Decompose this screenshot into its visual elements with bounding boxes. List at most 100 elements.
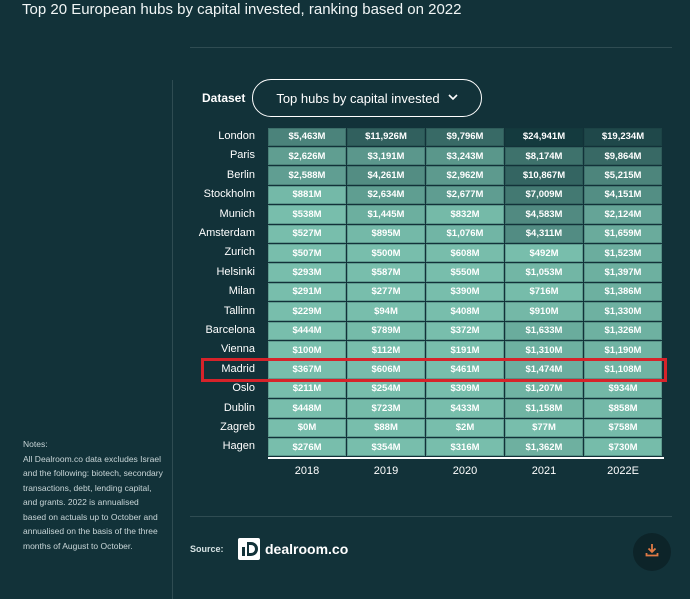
heatmap-cell: $730M bbox=[584, 437, 662, 457]
row-label-berlin: Berlin bbox=[226, 168, 255, 181]
heatmap-cell: $789M bbox=[347, 321, 425, 341]
row-label-paris: Paris bbox=[229, 149, 255, 162]
heatmap-cell: $2,634M bbox=[347, 185, 425, 205]
heatmap-cell: $0M bbox=[268, 418, 346, 438]
row-label-milan: Milan bbox=[228, 285, 255, 298]
row-label-dublin: Dublin bbox=[223, 401, 255, 414]
heatmap-cell: $1,330M bbox=[584, 302, 662, 321]
heatmap-cell: $4,151M bbox=[584, 185, 662, 205]
row-label-london: London bbox=[218, 130, 255, 142]
row-label-stockholm: Stockholm bbox=[203, 188, 255, 201]
heatmap-cell: $723M bbox=[347, 399, 425, 418]
heatmap-cell: $550M bbox=[426, 263, 504, 282]
dealroom-brand[interactable]: dealroom.co bbox=[265, 541, 349, 557]
heatmap-cell: $500M bbox=[347, 243, 425, 263]
left-divider bbox=[172, 80, 173, 599]
heatmap-cell: $444M bbox=[268, 321, 346, 341]
heatmap-cell: $77M bbox=[505, 418, 583, 438]
heatmap-cell: $608M bbox=[426, 243, 504, 263]
heatmap-cell: $112M bbox=[347, 340, 425, 360]
heatmap-cell: $19,234M bbox=[584, 127, 662, 147]
dataset-selected: Top hubs by capital invested bbox=[276, 90, 440, 106]
heatmap-cell: $94M bbox=[347, 302, 425, 321]
heatmap-cell: $858M bbox=[584, 399, 662, 418]
heatmap-cell: $9,796M bbox=[426, 127, 504, 147]
heatmap-cell: $1,362M bbox=[505, 437, 583, 457]
x-tick-label: 2019 bbox=[373, 465, 399, 477]
heatmap-cell: $2,124M bbox=[584, 205, 662, 224]
heatmap-cell: $211M bbox=[268, 379, 346, 399]
bottom-divider bbox=[190, 516, 672, 517]
heatmap-cell: $372M bbox=[426, 321, 504, 341]
x-tick-label: 2021 bbox=[531, 465, 557, 477]
row-label-tallinn: Tallinn bbox=[223, 304, 255, 317]
row-label-zagreb: Zagreb bbox=[220, 421, 255, 433]
heatmap-cell: $3,191M bbox=[347, 146, 425, 166]
heatmap-cell: $1,076M bbox=[426, 224, 504, 244]
heatmap-cell: $5,463M bbox=[268, 127, 346, 147]
heatmap-cell: $895M bbox=[347, 224, 425, 244]
row-label-madrid: Madrid bbox=[221, 362, 255, 375]
heatmap-cell: $408M bbox=[426, 302, 504, 321]
row-label-helsinki: Helsinki bbox=[216, 265, 255, 278]
heatmap-cell: $1,310M bbox=[505, 340, 583, 360]
heatmap-cell: $881M bbox=[268, 185, 346, 205]
x-tick-label: 2020 bbox=[452, 465, 478, 477]
heatmap-cell: $1,659M bbox=[584, 224, 662, 244]
heatmap-cell: $492M bbox=[505, 243, 583, 263]
chevron-down-icon bbox=[448, 93, 458, 104]
x-tick-label: 2022E bbox=[607, 465, 639, 477]
chart-title: Top 20 European hubs by capital invested… bbox=[22, 1, 462, 18]
heatmap-cell: $3,243M bbox=[426, 146, 504, 166]
dealroom-logo-icon bbox=[238, 538, 260, 560]
row-label-vienna: Vienna bbox=[220, 343, 255, 356]
heatmap-cell: $1,190M bbox=[584, 340, 662, 360]
heatmap-cell: $8,174M bbox=[505, 146, 583, 166]
heatmap-cell: $1,397M bbox=[584, 263, 662, 282]
row-label-barcelona: Barcelona bbox=[205, 324, 255, 336]
notes-body: All Dealroom.co data excludes Israel and… bbox=[23, 453, 163, 551]
heatmap-cell: $910M bbox=[505, 302, 583, 321]
heatmap-cell: $448M bbox=[268, 399, 346, 418]
download-button[interactable] bbox=[633, 533, 671, 571]
row-label-oslo: Oslo bbox=[232, 382, 255, 395]
heatmap-cell: $7,009M bbox=[505, 185, 583, 205]
heatmap-cell: $191M bbox=[426, 340, 504, 360]
heatmap-cell: $309M bbox=[426, 379, 504, 399]
heatmap-cell: $2,677M bbox=[426, 185, 504, 205]
x-axis-line bbox=[268, 457, 664, 459]
heatmap-cell: $2,626M bbox=[268, 146, 346, 166]
heatmap-cell: $4,261M bbox=[347, 166, 425, 185]
heatmap-cell: $10,867M bbox=[505, 166, 583, 185]
dataset-dropdown[interactable]: Top hubs by capital invested bbox=[252, 79, 482, 117]
heatmap-cell: $88M bbox=[347, 418, 425, 438]
top-divider bbox=[190, 47, 672, 48]
heatmap-cell: $5,215M bbox=[584, 166, 662, 185]
heatmap-cell: $4,311M bbox=[505, 224, 583, 244]
heatmap-cell: $1,158M bbox=[505, 399, 583, 418]
row-label-zurich: Zurich bbox=[224, 246, 255, 259]
heatmap-cell: $1,523M bbox=[584, 243, 662, 263]
madrid-highlight-box bbox=[201, 358, 667, 382]
heatmap-cell: $1,633M bbox=[505, 321, 583, 341]
row-label-amsterdam: Amsterdam bbox=[198, 227, 255, 239]
source-label: Source: bbox=[190, 544, 224, 554]
heatmap-cell: $390M bbox=[426, 282, 504, 302]
heatmap-cell: $100M bbox=[268, 340, 346, 360]
heatmap-cell: $293M bbox=[268, 263, 346, 282]
heatmap-cell: $1,053M bbox=[505, 263, 583, 282]
heatmap-cell: $1,386M bbox=[584, 282, 662, 302]
notes-heading: Notes: bbox=[23, 439, 48, 449]
heatmap-cell: $9,864M bbox=[584, 146, 662, 166]
row-label-hagen: Hagen bbox=[222, 440, 255, 453]
heatmap-cell: $1,207M bbox=[505, 379, 583, 399]
heatmap-cell: $229M bbox=[268, 302, 346, 321]
heatmap-cell: $1,445M bbox=[347, 205, 425, 224]
heatmap-cell: $4,583M bbox=[505, 205, 583, 224]
heatmap-cell: $2,962M bbox=[426, 166, 504, 185]
heatmap-cell: $934M bbox=[584, 379, 662, 399]
heatmap-cell: $587M bbox=[347, 263, 425, 282]
heatmap-cell: $832M bbox=[426, 205, 504, 224]
heatmap-cell: $538M bbox=[268, 205, 346, 224]
heatmap-cell: $24,941M bbox=[505, 127, 583, 147]
